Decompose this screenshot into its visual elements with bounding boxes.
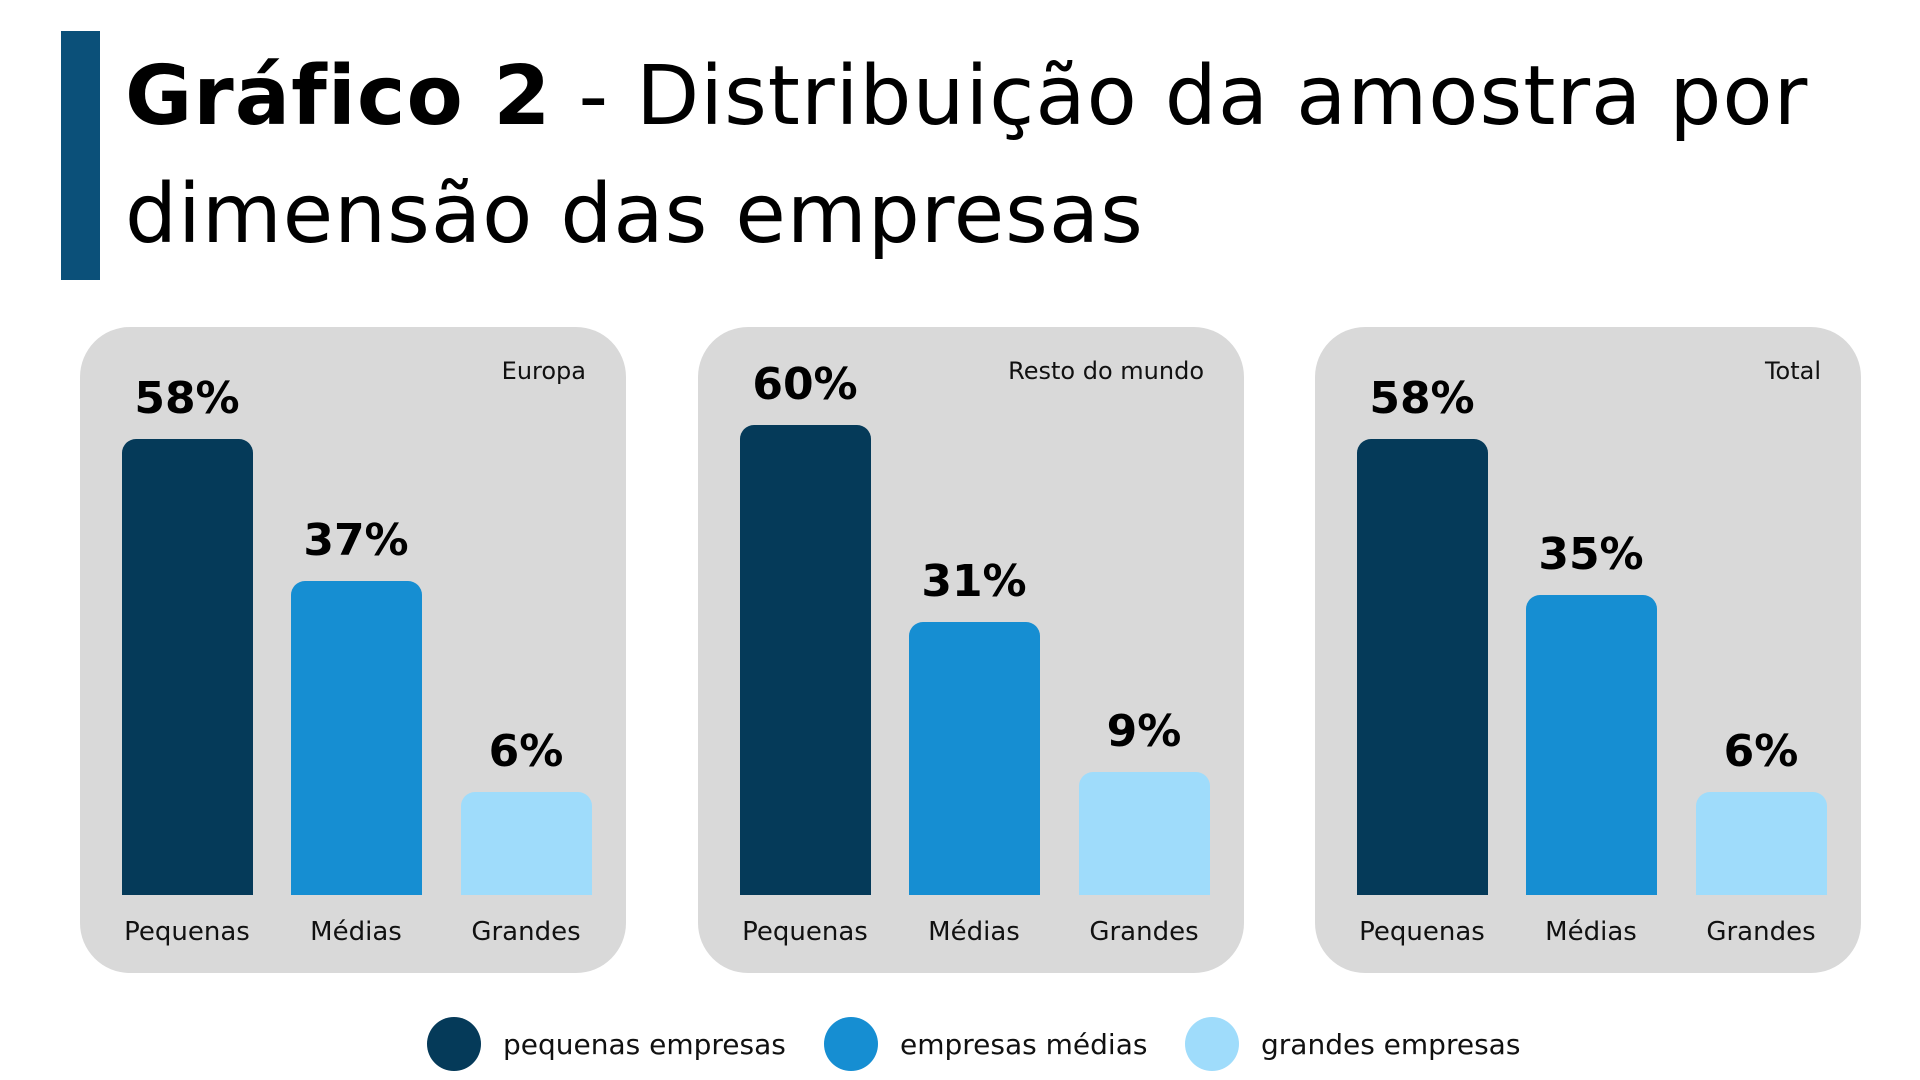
value-label: 6% [488,726,564,778]
category-label: Pequenas [742,917,868,947]
value-label: 9% [1106,705,1182,757]
value-label: 31% [921,556,1027,608]
panel-title: Europa [501,357,586,385]
bar-pequenas [122,438,253,895]
value-label: 6% [1723,726,1799,778]
category-label: Médias [1545,917,1637,947]
category-label: Pequenas [124,917,250,947]
legend-label: grandes empresas [1261,1027,1521,1061]
value-label: 58% [134,372,240,424]
legend-label: pequenas empresas [503,1027,786,1061]
legend-item-pequenas: pequenas empresas [427,1017,786,1071]
bar-medias [1526,595,1657,895]
legend-label: empresas médias [900,1027,1148,1061]
category-label: Médias [928,917,1020,947]
title-rest: - Distribuição da amostra por dimensão d… [125,49,1809,262]
legend-dot-medias [824,1017,878,1071]
value-label: 37% [303,515,409,567]
category-label: Grandes [1706,917,1816,947]
bar-medias [291,581,422,895]
panel-title: Total [1764,357,1821,385]
legend-item-medias: empresas médias [824,1017,1147,1071]
legend-item-grandes: grandes empresas [1185,1017,1520,1071]
value-label: 60% [752,359,858,410]
page-title: Gráfico 2 - Distribuição da amostra por … [125,38,1905,274]
value-label: 58% [1369,372,1475,424]
bar-grandes [461,792,592,895]
bar-grandes [1079,771,1210,895]
legend-dot-grandes [1185,1017,1239,1071]
category-label: Grandes [1089,917,1199,947]
value-label: 35% [1538,529,1644,580]
chart-panel: Total 58% Pequenas 35% Médias 6% Grandes [1315,327,1861,973]
title-bold: Gráfico 2 [125,49,552,144]
bar-medias [909,622,1040,895]
category-label: Médias [310,917,402,947]
bar-grandes [1696,792,1827,895]
title-accent-bar [61,31,100,280]
bar-pequenas [1357,438,1488,895]
category-label: Pequenas [1359,917,1485,947]
chart-panel: Europa 58% Pequenas 37% Médias 6% Grandes [80,327,626,973]
panel-title: Resto do mundo [1008,357,1204,385]
category-label: Grandes [471,917,581,947]
legend-dot-pequenas [427,1017,481,1071]
bar-pequenas [740,425,871,895]
chart-panel: Resto do mundo 60% Pequenas 31% Médias 9% Gran… [698,327,1244,973]
